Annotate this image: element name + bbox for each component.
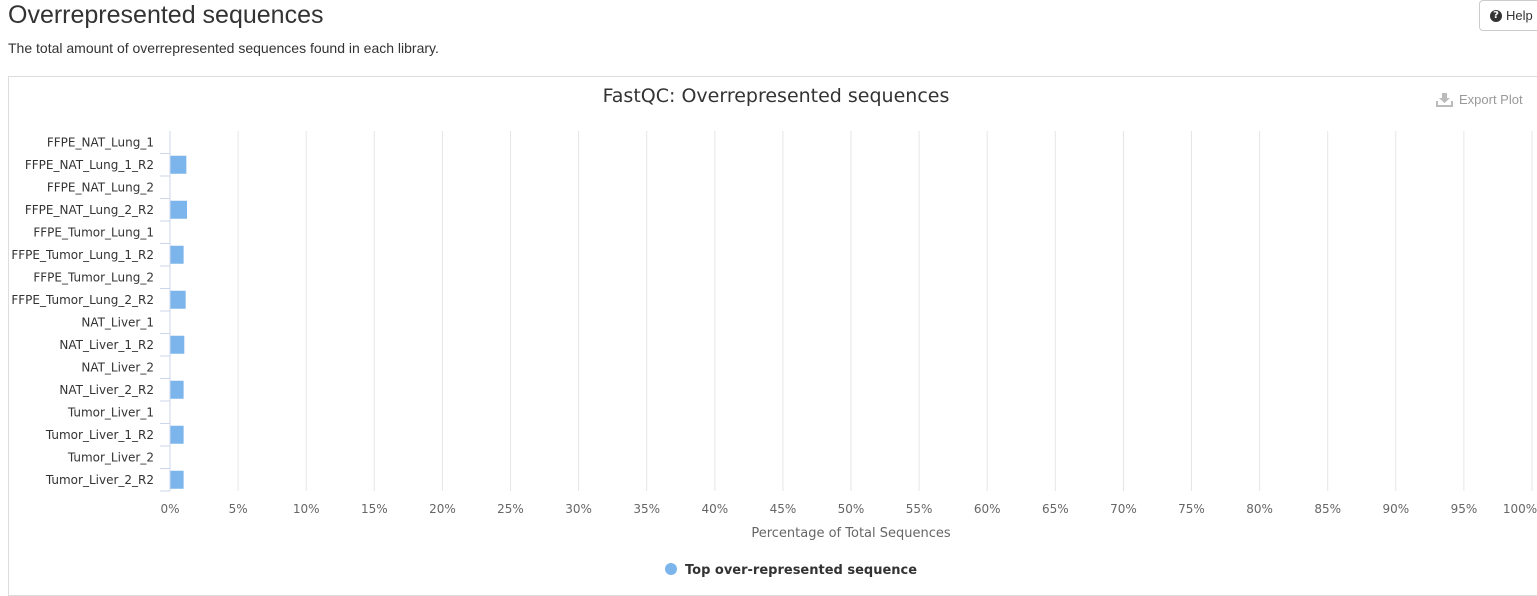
y-tick-label: FFPE_Tumor_Lung_2_R2 [11,293,154,307]
x-tick-label: 100% [1503,502,1537,516]
x-axis-title: Percentage of Total Sequences [751,526,951,541]
x-tick-label: 65% [1042,502,1069,516]
help-label: Help [1506,8,1533,23]
page-title: Overrepresented sequences [8,1,324,29]
y-tick-label: NAT_Liver_1 [81,315,154,329]
plot-container [8,76,1537,596]
x-tick-label: 50% [838,502,865,516]
bar[interactable] [170,380,184,399]
x-tick-label: 25% [497,502,524,516]
y-tick-label: Tumor_Liver_1_R2 [45,428,154,442]
help-button[interactable]: ? Help [1479,0,1537,31]
export-plot-button[interactable]: Export Plot [1436,92,1523,107]
bar[interactable] [170,470,184,489]
bar[interactable] [170,245,184,264]
x-tick-label: 30% [565,502,592,516]
bar[interactable] [170,200,188,219]
y-tick-label: NAT_Liver_2_R2 [59,383,154,397]
x-tick-label: 5% [229,502,248,516]
bar[interactable] [170,155,187,174]
legend[interactable]: Top over-represented sequence [665,563,917,577]
chart-title: FastQC: Overrepresented sequences [603,85,950,107]
y-tick-label: Tumor_Liver_2 [67,450,154,464]
x-tick-label: 55% [906,502,933,516]
export-plot-label: Export Plot [1459,92,1523,107]
x-tick-label: 80% [1246,502,1273,516]
page-description: The total amount of overrepresented sequ… [8,40,439,56]
bar[interactable] [170,335,185,354]
y-tick-label: NAT_Liver_2 [81,360,154,374]
y-tick-label: FFPE_Tumor_Lung_1 [33,225,154,239]
question-circle-icon: ? [1490,9,1502,22]
x-tick-label: 70% [1110,502,1137,516]
x-tick-label: 15% [361,502,388,516]
y-tick-label: Tumor_Liver_1 [67,405,154,419]
x-tick-label: 35% [633,502,660,516]
y-tick-label: FFPE_Tumor_Lung_2 [33,270,154,284]
x-tick-label: 90% [1382,502,1409,516]
y-tick-label: FFPE_Tumor_Lung_1_R2 [11,248,154,262]
download-icon [1436,93,1453,107]
x-tick-label: 45% [770,502,797,516]
y-tick-label: NAT_Liver_1_R2 [59,338,154,352]
x-tick-label: 20% [429,502,456,516]
legend-marker [665,563,677,575]
x-tick-label: 40% [701,502,728,516]
y-tick-label: Tumor_Liver_2_R2 [45,473,154,487]
overrepresented-sequences-chart: FastQC: Overrepresented sequences 0% 5% 10… [11,85,1537,577]
x-tick-label: 0% [160,502,179,516]
x-tick-label: 75% [1178,502,1205,516]
y-tick-label: FFPE_NAT_Lung_1 [47,135,154,149]
legend-label: Top over-represented sequence [685,563,917,577]
x-tick-label: 95% [1451,502,1478,516]
x-tick-label: 85% [1314,502,1341,516]
x-tick-label: 60% [974,502,1001,516]
y-tick-label: FFPE_NAT_Lung_2_R2 [25,203,154,217]
y-tick-label: FFPE_NAT_Lung_1_R2 [25,158,154,172]
axes: 0% 5% 10% 15% 20% 25% 30% 35% 40% 45% 50% 55% 60% 65%… [11,131,1537,516]
bars [170,155,188,489]
y-tick-label: FFPE_NAT_Lung_2 [47,180,154,194]
x-tick-label: 10% [293,502,320,516]
gridlines [237,131,1533,491]
bar[interactable] [170,425,184,444]
bar[interactable] [170,290,186,309]
